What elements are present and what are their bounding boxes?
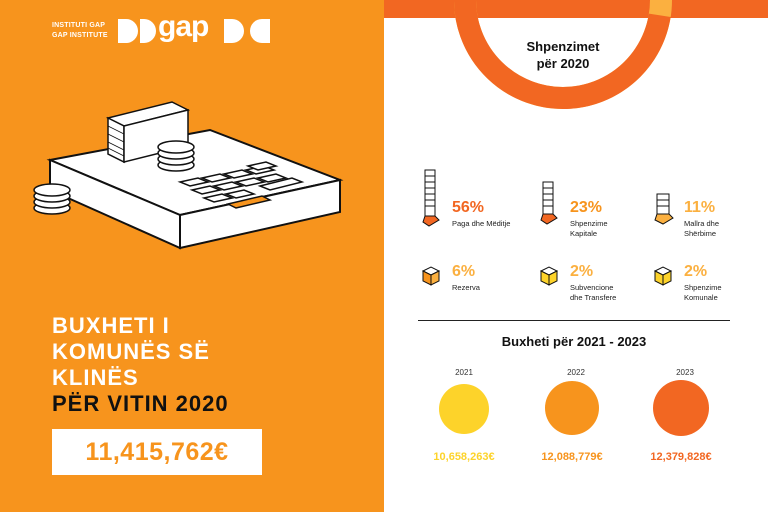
budget-circle-2021 [439,384,489,434]
org-name-line-2: GAP INSTITUTE [52,32,108,39]
wages-pct: 56% [452,199,485,216]
calculator-illustration-icon [33,101,344,250]
budget-circle-2023 [653,380,709,436]
logo-tail-icon [224,19,270,43]
spending-title-line-1: Shpenzimet [526,39,600,54]
budget-title: Buxheti për 2021 - 2023 [501,334,647,349]
year-2021: 2021 [455,368,473,377]
budget-value-2022: 12,088,779€ [541,451,603,463]
goods-label-2: Shërbime [684,229,717,238]
budget-circle-2022 [545,381,599,435]
gap-logo-icon [118,19,156,43]
org-name: INSTITUTI GAP GAP INSTITUTE [52,21,108,41]
spending-donut-icon [454,0,672,109]
box-icon [653,266,673,286]
subsidies-label-2: dhe Transfere [570,293,617,302]
spending-title: Shpenzimet për 2020 [498,38,628,72]
title-line-3: KLINËS [52,365,139,390]
capital-pct: 23% [570,199,603,216]
box-icon [539,266,559,286]
subsidies-pct: 2% [570,263,594,280]
org-name-line-1: INSTITUTI GAP [52,22,106,29]
subsidies-label-1: Subvencione [570,283,614,292]
capital-label-2: Kapitale [570,229,598,238]
utilities-label-2: Komunale [684,293,718,302]
year-2023: 2023 [676,368,694,377]
medium-stack-icon [540,181,558,225]
total-amount-box: 11,415,762€ [52,429,262,475]
spending-title-line-2: për 2020 [536,56,590,71]
year-2022: 2022 [567,368,585,377]
section-divider [418,320,730,321]
utilities-label-1: Shpenzime [684,283,722,292]
tall-stack-icon [422,169,440,227]
goods-label-1: Mallra dhe [684,219,720,228]
title-line-1: BUXHETI I [52,313,170,338]
goods-pct: 11% [684,199,716,216]
box-icon [421,266,441,286]
capital-label-1: Shpenzime [570,219,608,228]
budget-value-2021: 10,658,263€ [433,451,495,463]
page-title: BUXHETI I KOMUNËS SË KLINËS PËR VITIN 20… [52,313,229,417]
utilities-pct: 2% [684,263,708,280]
small-stack-icon [654,193,674,225]
total-amount: 11,415,762€ [85,437,229,466]
wages-label: Paga dhe Mëditje [452,219,511,228]
budget-value-2023: 12,379,828€ [650,451,712,463]
left-panel: INSTITUTI GAP GAP INSTITUTE gap [0,0,384,512]
reserve-pct: 6% [452,263,476,280]
logo-wordmark: gap [158,10,209,43]
top-accent-bar [384,0,768,18]
reserve-label: Rezerva [452,283,480,292]
title-line-2: KOMUNËS SË [52,339,210,364]
title-line-4: PËR VITIN 2020 [52,391,229,416]
